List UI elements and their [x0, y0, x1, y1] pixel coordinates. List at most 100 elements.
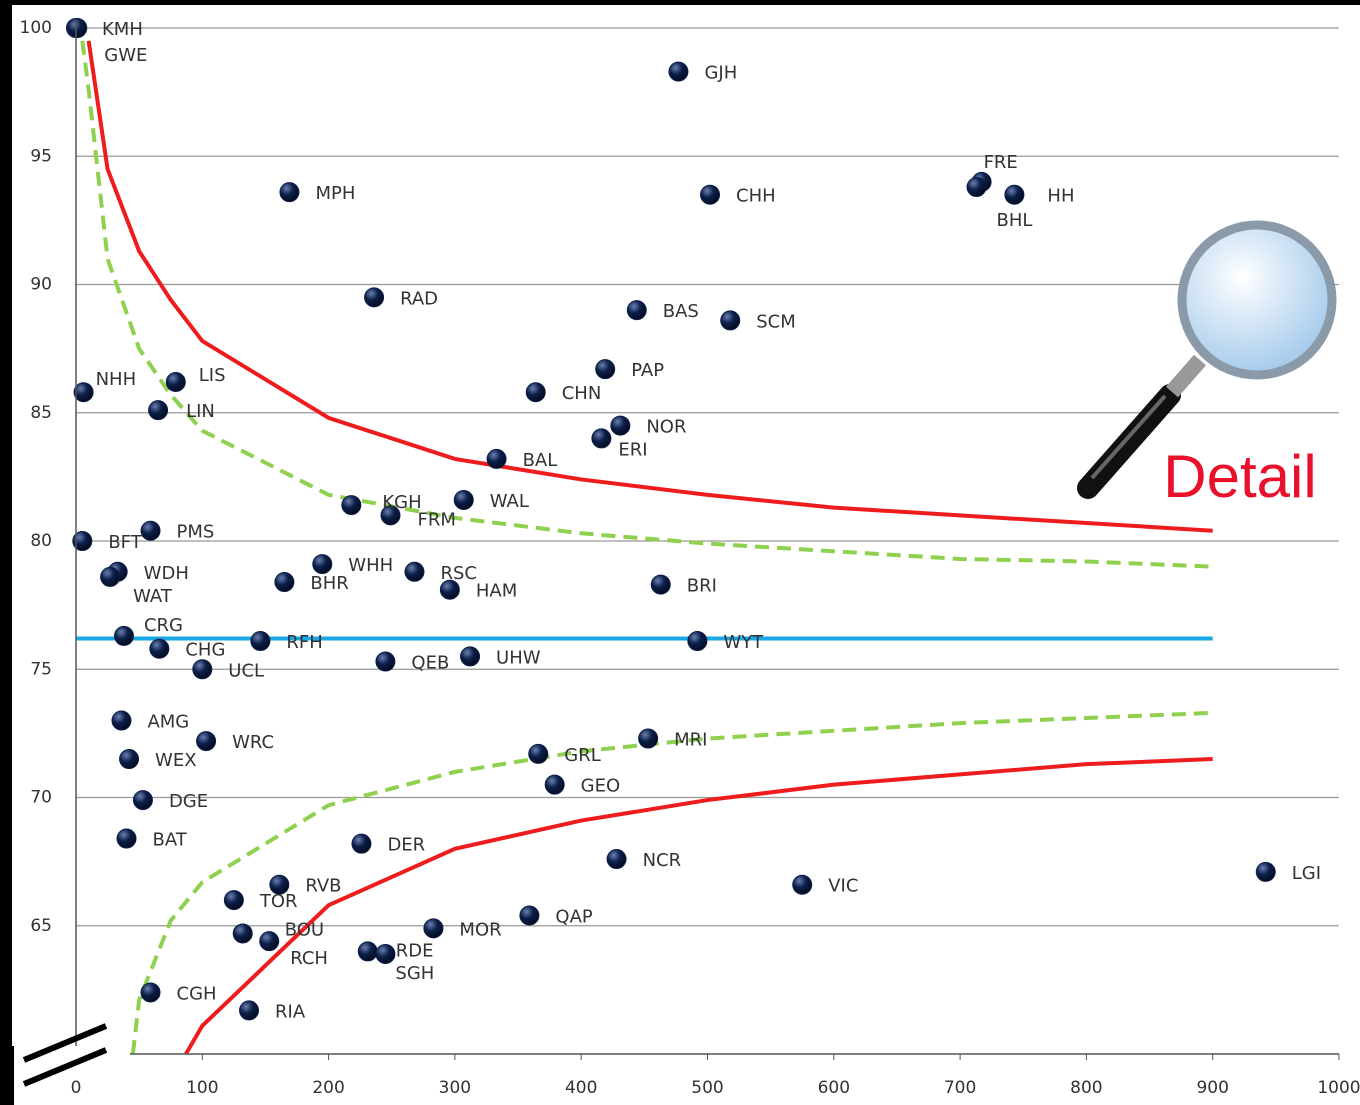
point-label: RFH: [286, 632, 322, 653]
data-point: [650, 574, 671, 595]
data-point: [269, 874, 290, 895]
point-label: NOR: [646, 417, 686, 438]
data-point: [113, 625, 134, 646]
point-label: FRE: [984, 152, 1018, 173]
data-point: [341, 495, 362, 516]
x-tick-label: 0: [71, 1078, 82, 1098]
reference-line: [130, 710, 1213, 1055]
reference-line: [184, 757, 1213, 1056]
x-tick-label: 800: [1070, 1078, 1102, 1098]
point-label: WAL: [490, 491, 529, 512]
point-label: RSC: [440, 563, 477, 584]
point-label: CHG: [185, 640, 225, 661]
y-tick-label: 100: [20, 18, 52, 38]
point-label: CHN: [562, 383, 602, 404]
data-point: [380, 505, 401, 526]
y-tick-label: 95: [30, 146, 52, 166]
x-tick-label: 900: [1196, 1078, 1228, 1098]
x-tick-label: 200: [312, 1078, 344, 1098]
point-label: BAS: [663, 301, 699, 322]
data-point: [232, 923, 253, 944]
data-point: [423, 918, 444, 939]
point-label: TOR: [259, 891, 298, 912]
axis-break: [0, 1023, 130, 1105]
point-label: SCM: [756, 311, 796, 332]
point-label: WDH: [144, 563, 189, 584]
data-point: [720, 310, 741, 331]
point-label: LGI: [1292, 863, 1321, 884]
point-label: ERI: [618, 439, 647, 460]
point-label: HAM: [476, 581, 517, 602]
break-line: [22, 1023, 108, 1063]
data-point: [606, 849, 627, 870]
point-label: RVB: [305, 876, 341, 897]
point-label: WHH: [348, 555, 393, 576]
y-tick-label: 65: [30, 916, 52, 936]
data-point: [528, 743, 549, 764]
data-point: [149, 638, 170, 659]
point-label: UHW: [496, 647, 541, 668]
y-tick-label: 85: [30, 403, 52, 423]
data-point: [610, 415, 631, 436]
point-label: PAP: [631, 360, 664, 381]
point-label: RCH: [290, 948, 328, 969]
point-label: LIN: [186, 401, 215, 422]
data-point: [364, 287, 385, 308]
x-tick-label: 400: [565, 1078, 597, 1098]
point-label: KMH: [102, 19, 143, 40]
data-point: [116, 828, 137, 849]
point-label: CRG: [144, 615, 183, 636]
point-label: GWE: [104, 45, 147, 66]
point-label: WAT: [133, 586, 173, 607]
point-label: BRI: [687, 576, 717, 597]
y-tick-label: 75: [30, 659, 52, 679]
point-label: MPH: [315, 183, 355, 204]
data-point: [111, 710, 132, 731]
data-point: [460, 646, 481, 667]
point-label: BOU: [285, 919, 324, 940]
point-label: NHH: [96, 369, 137, 390]
point-label: BAL: [523, 450, 558, 471]
point-label: GEO: [581, 776, 621, 797]
data-point: [73, 382, 94, 403]
y-tick-label: 70: [30, 788, 52, 808]
point-label: GRL: [564, 745, 600, 766]
point-label: MRI: [674, 730, 707, 751]
point-label: LIS: [199, 365, 226, 386]
x-tick-label: 300: [439, 1078, 471, 1098]
data-point: [312, 554, 333, 575]
data-point: [792, 874, 813, 895]
break-line: [22, 1047, 108, 1087]
data-point: [72, 531, 93, 551]
data-point: [700, 184, 721, 205]
data-point: [687, 631, 708, 652]
point-label: CHH: [736, 186, 776, 207]
point-label: RIA: [275, 1001, 306, 1022]
data-point: [165, 371, 186, 392]
point-label: WYT: [723, 632, 764, 653]
data-point: [351, 833, 372, 854]
point-label: GJH: [704, 63, 737, 84]
point-label: AMG: [147, 712, 189, 733]
plot-background: [12, 5, 1360, 1105]
point-label: PMS: [177, 522, 215, 543]
data-point: [626, 300, 647, 321]
break-mask: [0, 1046, 130, 1105]
data-point: [375, 943, 396, 964]
point-label: RAD: [400, 288, 438, 309]
data-point: [544, 774, 565, 795]
x-tick-label: 100: [186, 1078, 218, 1098]
y-tick-label: 80: [30, 531, 52, 551]
data-point: [525, 382, 546, 403]
data-point: [966, 177, 987, 198]
data-point: [638, 728, 659, 749]
data-point: [223, 890, 244, 911]
y-tick-label: 90: [30, 275, 52, 295]
data-point: [100, 566, 121, 587]
point-label: BAT: [153, 830, 188, 851]
point-label: BHL: [997, 210, 1033, 231]
point-label: WEX: [155, 750, 197, 771]
reference-line: [86, 40, 1213, 533]
points: [66, 18, 1276, 1021]
